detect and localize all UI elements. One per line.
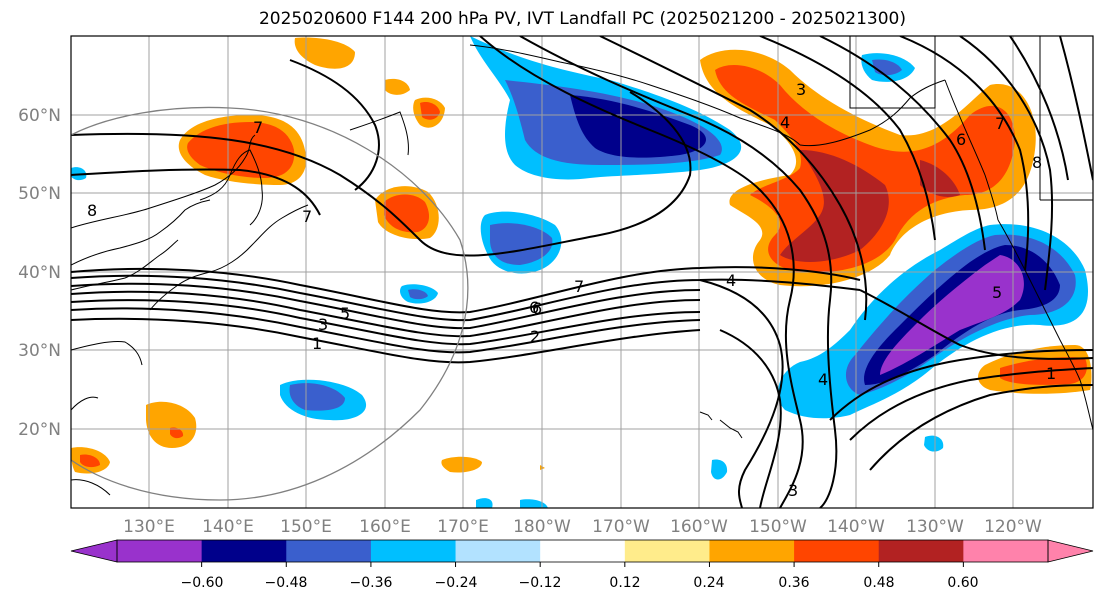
colorbar-tick-label: −0.12 [519,575,562,591]
contour-label: 5 [992,283,1002,302]
lat-label: 50°N [18,184,61,204]
contour-label: 8 [87,201,97,220]
colorbar-segment [709,540,795,562]
lon-label: 160°E [359,517,411,537]
colorbar-segment [370,540,457,562]
colorbar-segment [624,540,710,562]
colorbar-low-extension [70,539,118,563]
contour-label: 6 [529,298,539,317]
contour-label: 4 [818,370,828,389]
contour-label: 7 [253,118,263,137]
contour-label: 1 [312,334,322,353]
colorbar-tick-label: 0.60 [947,575,978,591]
lon-label: 160°W [670,517,728,537]
colorbar-high-extension [1047,539,1094,563]
colorbar-tick-label: −0.36 [350,575,393,591]
colorbar-tick-label: 0.48 [863,575,894,591]
lon-label: 120°W [984,517,1042,537]
colorbar-segment [540,540,626,562]
contour-label: 7 [995,114,1005,133]
contour-label: 7 [302,207,312,226]
figure-title: 2025020600 F144 200 hPa PV, IVT Landfall… [258,9,906,29]
colorbar-segment [878,540,964,562]
contour-label: 8 [1032,153,1042,172]
colorbar-tick-label: 0.12 [609,575,640,591]
colorbar-tick-label: −0.24 [435,575,478,591]
lat-label: 40°N [18,263,61,283]
contour-label: 5 [340,304,350,323]
lat-label: 20°N [18,420,61,440]
colorbar-segment [286,540,372,562]
colorbar-segment [117,540,203,562]
colorbar-frame [116,539,1049,563]
lon-label: 140°W [827,517,885,537]
longitude-labels: 130°E 140°E 150°E 160°E 170°E 180°W 170°… [123,517,1042,537]
contour-label: 3 [796,80,806,99]
lat-label: 30°N [18,341,61,361]
lon-label: 150°W [749,517,807,537]
latitude-labels: 60°N 50°N 40°N 30°N 20°N [18,106,61,440]
contour-label: 6 [956,130,966,149]
landfall-radius-circle [71,106,469,501]
colorbar-tick-label: −0.60 [181,575,224,591]
contour-label: 3 [788,481,798,500]
contour-label: 1 [1046,364,1056,383]
colorbar-tick-label: 0.24 [693,575,724,591]
contour-label: 4 [780,113,790,132]
colorbar-segment [455,540,541,562]
jet-contours [71,36,1093,508]
contour-label: 6 [532,299,542,318]
gridlines [71,36,1093,508]
coastlines [71,36,1093,496]
lat-label: 60°N [18,106,61,126]
lon-label: 170°W [592,517,650,537]
contour-labels: 3 4 7 6 7 8 8 7 6 5 3 1 7 4 6 2 5 4 1 3 [87,80,1056,500]
lon-label: 150°E [280,517,332,537]
colorbar-tick-label: −0.48 [265,575,308,591]
contour-label: 2 [530,327,540,346]
contour-label: 3 [318,315,328,334]
lon-label: 130°E [123,517,175,537]
colorbar-segment [201,540,287,562]
colorbar-segment [963,540,1049,562]
lon-label: 140°E [202,517,254,537]
colorbar-segment [794,540,880,562]
lon-label: 170°E [437,517,489,537]
lon-label: 180°W [513,517,571,537]
colorbar: −0.60 −0.48 −0.36 −0.24 −0.12 0.12 0.24 … [70,539,1094,591]
lon-label: 130°W [906,517,964,537]
contour-label: 7 [574,277,584,296]
colorbar-tick-label: 0.36 [778,575,809,591]
contour-label: 4 [726,271,736,290]
map-frame [70,35,1094,509]
